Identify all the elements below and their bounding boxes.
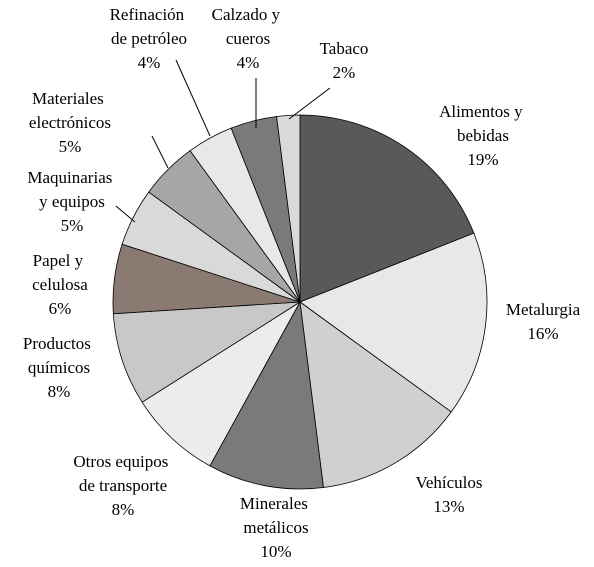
- pie-slice: [299, 232, 488, 413]
- slice-label: Metalurgia: [506, 300, 581, 319]
- slice-label-line: Vehículos: [415, 473, 482, 492]
- slice-label-line: bebidas: [457, 126, 509, 145]
- slice-label: Vehículos: [415, 473, 482, 492]
- slice-value-label: 10%: [260, 542, 291, 561]
- slice-value-label: 8%: [48, 382, 71, 401]
- slice-value-label: 5%: [59, 137, 82, 156]
- slice-label: Maquinarias y equipos: [27, 168, 116, 211]
- leader-line: [288, 87, 331, 120]
- pie-slice: [141, 301, 301, 467]
- slice-label-line: Otros equipos: [73, 452, 172, 471]
- slice-label-line: Alimentos y: [439, 102, 527, 121]
- leader-line: [115, 205, 136, 223]
- pie-slice: [112, 301, 301, 403]
- slice-label: Papel y celulosa: [32, 251, 88, 294]
- slice-label-line: de transporte: [79, 476, 167, 495]
- slice-label-line: celulosa: [32, 275, 88, 294]
- slice-label: Alimentos y bebidas: [439, 102, 527, 145]
- slice-value-label: 8%: [112, 500, 135, 519]
- slice-label-line: Productos: [23, 334, 95, 353]
- slice-value-label: 16%: [527, 324, 558, 343]
- slice-label: Tabaco: [320, 39, 369, 58]
- pie-slice: [276, 114, 301, 303]
- slice-label-line: Refinación: [110, 5, 189, 24]
- slice-label: Productos químicos: [23, 334, 95, 377]
- slice-label-line: Minerales: [240, 494, 312, 513]
- slice-label-line: y equipos: [39, 192, 105, 211]
- slice-label: Refinación de petróleo: [110, 5, 189, 48]
- slice-label: Otros equipos de transporte: [73, 452, 172, 495]
- slice-value-label: 4%: [237, 53, 260, 72]
- pie-slice: [299, 301, 452, 488]
- leader-line: [175, 59, 211, 137]
- pie-slice: [209, 300, 324, 490]
- slice-label-line: Maquinarias: [27, 168, 116, 187]
- slice-label-line: metálicos: [243, 518, 308, 537]
- slice-label-line: Metalurgia: [506, 300, 581, 319]
- slice-label-line: Materiales: [32, 89, 108, 108]
- slice-label: Minerales metálicos: [240, 494, 312, 537]
- slice-value-label: 19%: [467, 150, 498, 169]
- slice-label-line: Calzado y: [212, 5, 285, 24]
- slice-label: Materiales electrónicos: [29, 89, 111, 132]
- slice-label-line: Papel y: [33, 251, 88, 270]
- slice-label-line: Tabaco: [320, 39, 369, 58]
- pie-slice: [299, 114, 475, 303]
- slice-label: Calzado y cueros: [212, 5, 285, 48]
- slice-label-line: de petróleo: [111, 29, 187, 48]
- slice-value-label: 6%: [49, 299, 72, 318]
- slice-label-line: cueros: [226, 29, 270, 48]
- slice-value-label: 5%: [61, 216, 84, 235]
- slice-label-line: electrónicos: [29, 113, 111, 132]
- leader-line: [151, 135, 169, 169]
- slice-value-label: 4%: [138, 53, 161, 72]
- slice-label-line: químicos: [28, 358, 90, 377]
- slice-value-label: 13%: [433, 497, 464, 516]
- slice-value-label: 2%: [333, 63, 356, 82]
